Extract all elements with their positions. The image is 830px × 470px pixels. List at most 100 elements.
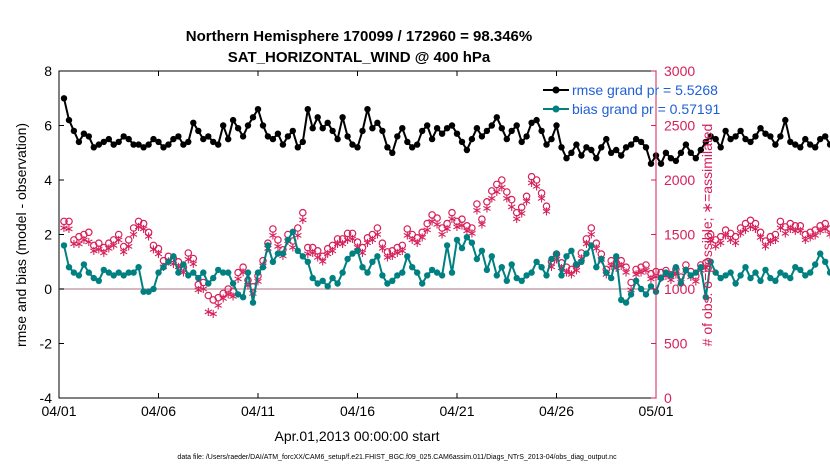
obs-assimilated-point: ∗ <box>297 213 308 228</box>
obs-assimilated-point: ∗ <box>471 203 482 218</box>
series-point <box>220 269 227 276</box>
obs-assimilated-point: ∗ <box>710 239 721 254</box>
obs-assimilated-point: ∗ <box>551 253 562 268</box>
obs-possible-point <box>706 230 715 239</box>
obs-assimilated-point: ∗ <box>322 247 333 262</box>
series-point <box>742 264 749 271</box>
obs-assimilated-point: ∗ <box>511 212 522 227</box>
series-point <box>215 266 222 274</box>
y-left-tick-label: -4 <box>40 390 53 406</box>
series-point <box>229 116 237 124</box>
series-point <box>692 155 699 162</box>
series-point <box>359 127 366 135</box>
obs-assimilated-point: ∗ <box>382 250 393 265</box>
series-point <box>757 125 764 132</box>
series-point <box>294 144 301 151</box>
obs-possible-point <box>383 248 392 256</box>
obs-assimilated-point: ∗ <box>128 227 139 242</box>
series-point <box>742 135 749 143</box>
obs-possible-point <box>771 230 780 239</box>
series-point <box>672 157 680 165</box>
series-point <box>792 141 799 148</box>
obs-assimilated-point: ∗ <box>307 246 318 261</box>
obs-possible-point <box>124 236 133 244</box>
series-point <box>354 247 361 254</box>
series-point <box>712 269 719 276</box>
series-point <box>155 138 162 146</box>
obs-possible-point <box>761 237 770 245</box>
y-left-tick-label: 0 <box>44 281 52 297</box>
x-tick-label: 05/01 <box>638 403 673 419</box>
series-point <box>787 274 794 282</box>
y-right-tick-label: 0 <box>664 390 672 406</box>
obs-assimilated-point: ∗ <box>626 283 637 298</box>
obs-assimilated-point: ∗ <box>705 234 716 249</box>
series-point <box>319 277 326 284</box>
series-point <box>175 133 182 140</box>
x-tick-label: 04/16 <box>340 403 375 419</box>
series-point <box>428 135 436 143</box>
series-point <box>200 269 207 276</box>
series-point <box>404 138 411 146</box>
series-point <box>657 160 665 167</box>
series-point <box>299 138 306 146</box>
series-point <box>185 272 192 279</box>
series-point <box>130 141 137 148</box>
obs-possible-point <box>791 222 800 230</box>
series-point <box>627 291 635 298</box>
obs-assimilated-point: ∗ <box>342 233 353 248</box>
obs-assimilated-point: ∗ <box>611 261 622 276</box>
series-point <box>707 133 714 140</box>
series-point <box>304 258 311 265</box>
obs-assimilated-point: ∗ <box>317 255 328 270</box>
series-point <box>682 266 690 274</box>
series-point <box>105 135 113 143</box>
series-point <box>632 277 640 284</box>
obs-assimilated-point: ∗ <box>233 272 244 287</box>
obs-assimilated-point: ∗ <box>491 185 502 200</box>
obs-assimilated-point: ∗ <box>153 247 164 262</box>
obs-assimilated-point: ∗ <box>108 238 119 253</box>
obs-assimilated-point: ∗ <box>780 226 791 241</box>
series-point <box>453 236 461 244</box>
obs-assimilated-point: ∗ <box>496 181 507 196</box>
obs-assimilated-point: ∗ <box>447 212 458 227</box>
series-point <box>120 272 127 279</box>
series-point <box>826 141 830 148</box>
series-point <box>468 135 476 143</box>
obs-assimilated-point: ∗ <box>745 220 756 235</box>
series-point <box>498 264 505 271</box>
series-point <box>772 277 779 284</box>
series-point <box>613 146 620 154</box>
obs-assimilated-point: ∗ <box>367 233 378 248</box>
series-point <box>289 228 296 235</box>
obs-possible-point <box>144 228 153 237</box>
obs-assimilated-point: ∗ <box>815 224 826 239</box>
obs-possible-point <box>492 180 501 189</box>
obs-assimilated-point: ∗ <box>123 239 134 254</box>
obs-assimilated-point: ∗ <box>392 246 403 261</box>
series-point <box>498 125 505 132</box>
series-point <box>632 135 640 143</box>
y-axis-right-label: # of obs: o=possible; ∗=assimilated <box>699 124 715 347</box>
series-point <box>627 141 635 148</box>
obs-assimilated-point: ∗ <box>437 227 448 242</box>
series-point <box>339 114 346 121</box>
series-point <box>220 122 227 129</box>
series-point <box>125 269 132 276</box>
obs-possible-point <box>487 187 496 195</box>
obs-assimilated-point: ∗ <box>59 221 70 236</box>
y-left-tick-label: 8 <box>44 63 52 79</box>
series-point <box>140 144 147 151</box>
obs-assimilated-point: ∗ <box>486 191 497 206</box>
series-point <box>95 277 103 284</box>
obs-possible-point <box>756 228 765 237</box>
series-point <box>374 253 381 260</box>
series-point <box>762 266 769 274</box>
obs-possible-point <box>154 244 163 253</box>
series-point <box>249 114 257 121</box>
obs-possible-point <box>358 243 367 252</box>
obs-assimilated-point: ∗ <box>561 266 572 281</box>
series-point <box>822 258 829 265</box>
